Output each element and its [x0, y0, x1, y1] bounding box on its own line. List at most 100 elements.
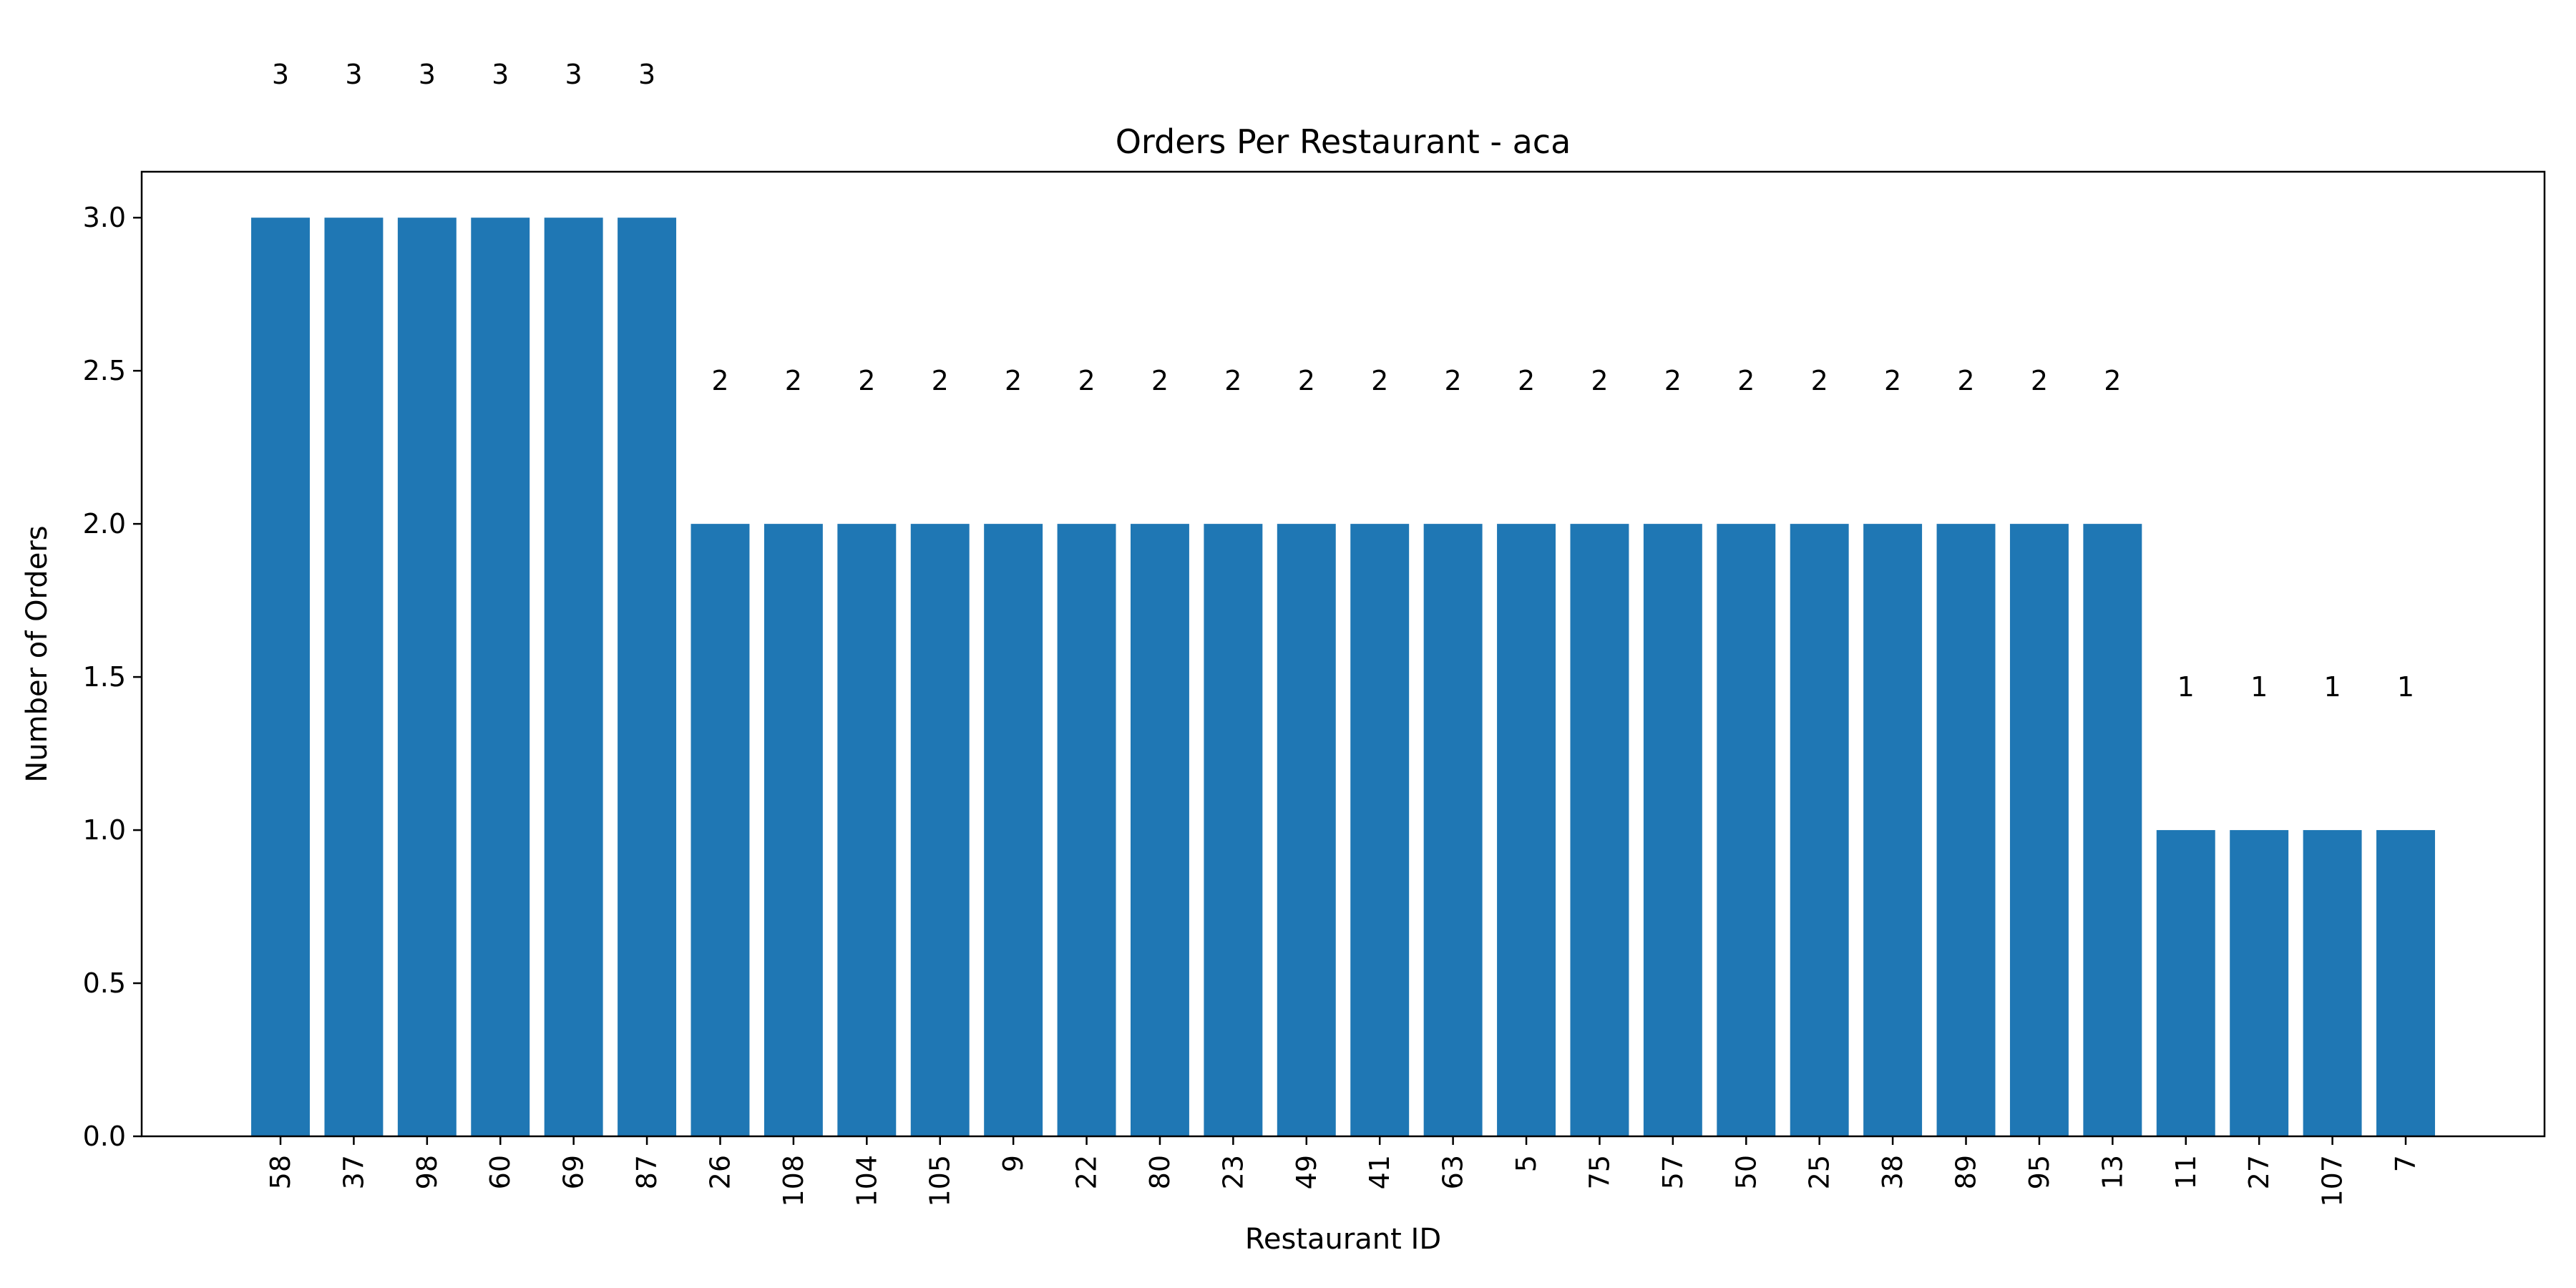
- x-tick-label: 49: [1291, 1155, 1322, 1189]
- x-tick-label: 87: [631, 1155, 663, 1189]
- value-label-41: 2: [1371, 365, 1388, 396]
- bar-13: [2083, 524, 2142, 1136]
- value-label-60: 3: [492, 59, 509, 90]
- y-tick-label: 2.5: [83, 355, 126, 386]
- bar-104: [837, 524, 897, 1136]
- x-tick-label: 89: [1951, 1155, 1982, 1189]
- bar-95: [2009, 524, 2069, 1136]
- bar-107: [2303, 830, 2362, 1136]
- y-tick-label: 0.0: [83, 1121, 126, 1152]
- value-label-27: 1: [2250, 671, 2268, 703]
- bar-7: [2376, 830, 2435, 1136]
- bar-87: [618, 218, 677, 1137]
- x-tick-label: 38: [1877, 1155, 1908, 1189]
- bar-69: [544, 218, 603, 1137]
- bar-50: [1717, 524, 1776, 1136]
- x-tick-label: 104: [851, 1155, 882, 1207]
- x-tick-label: 9: [997, 1155, 1029, 1172]
- x-tick-label: 107: [2317, 1155, 2348, 1207]
- x-tick-label: 80: [1144, 1155, 1176, 1189]
- y-axis: 0.0 0.5 1.0 1.5 2.0 2.5 3.0: [83, 202, 142, 1152]
- value-label-22: 2: [1078, 365, 1095, 396]
- bars-group: [251, 218, 2435, 1137]
- bar-49: [1277, 524, 1336, 1136]
- x-tick-label: 60: [484, 1155, 516, 1189]
- x-axis: 58 37 98 60 69 87 26 108 104 105 9 22 80 23 49 41 63 5 75 5…: [265, 1136, 2421, 1207]
- chart-title: Orders Per Restaurant - aca: [1116, 122, 1571, 161]
- value-label-7: 1: [2397, 671, 2414, 703]
- value-label-104: 2: [858, 365, 875, 396]
- x-tick-label: 7: [2390, 1155, 2421, 1172]
- bar-11: [2156, 830, 2215, 1136]
- bar-22: [1057, 524, 1116, 1136]
- value-labels-group: 3 3 3 3 3 3 2 2 2 2 2 2 2 2 2 2 2 2 2 2 2 2 2 2 2 2 1 1 1 1: [272, 59, 2414, 703]
- x-tick-label: 69: [558, 1155, 590, 1189]
- x-tick-label: 11: [2170, 1155, 2202, 1189]
- value-label-9: 2: [1005, 365, 1022, 396]
- bar-63: [1423, 524, 1483, 1136]
- x-tick-label: 37: [338, 1155, 369, 1189]
- x-tick-label: 105: [924, 1155, 956, 1207]
- bar-5: [1497, 524, 1556, 1136]
- value-label-11: 1: [2177, 671, 2195, 703]
- y-tick-label: 1.0: [83, 814, 126, 846]
- value-label-58: 3: [272, 59, 289, 90]
- x-tick-label: 95: [2024, 1155, 2055, 1189]
- bar-89: [1936, 524, 1996, 1136]
- x-tick-label: 98: [411, 1155, 443, 1189]
- x-tick-label: 58: [265, 1155, 296, 1189]
- x-tick-label: 22: [1071, 1155, 1103, 1189]
- value-label-95: 2: [2031, 365, 2048, 396]
- x-tick-label: 57: [1657, 1155, 1689, 1189]
- value-label-80: 2: [1151, 365, 1169, 396]
- value-label-5: 2: [1518, 365, 1535, 396]
- x-tick-label: 108: [778, 1155, 809, 1207]
- bar-108: [763, 524, 823, 1136]
- value-label-37: 3: [345, 59, 362, 90]
- value-label-25: 2: [1811, 365, 1828, 396]
- y-tick-label: 2.0: [83, 508, 126, 540]
- x-tick-label: 23: [1217, 1155, 1249, 1189]
- x-tick-label: 25: [1804, 1155, 1835, 1189]
- bar-98: [397, 218, 457, 1137]
- bar-58: [251, 218, 310, 1137]
- value-label-87: 3: [638, 59, 655, 90]
- bar-38: [1863, 524, 1923, 1136]
- value-label-108: 2: [785, 365, 802, 396]
- x-axis-title: Restaurant ID: [1245, 1223, 1441, 1256]
- x-tick-label: 27: [2243, 1155, 2275, 1189]
- x-tick-label: 26: [704, 1155, 736, 1189]
- y-tick-label: 3.0: [83, 202, 126, 233]
- bar-80: [1131, 524, 1189, 1136]
- y-tick-label: 0.5: [83, 967, 126, 999]
- x-tick-label: 75: [1584, 1155, 1615, 1189]
- value-label-63: 2: [1445, 365, 1462, 396]
- bar-26: [691, 524, 750, 1136]
- value-label-13: 2: [2104, 365, 2121, 396]
- value-label-50: 2: [1737, 365, 1755, 396]
- bar-9: [984, 524, 1043, 1136]
- bar-37: [324, 218, 384, 1137]
- x-tick-label: 5: [1511, 1155, 1542, 1172]
- bar-23: [1204, 524, 1263, 1136]
- x-tick-label: 41: [1364, 1155, 1395, 1189]
- bar-57: [1643, 524, 1702, 1136]
- value-label-38: 2: [1884, 365, 1901, 396]
- x-tick-label: 13: [2097, 1155, 2128, 1189]
- value-label-57: 2: [1664, 365, 1682, 396]
- value-label-98: 3: [419, 59, 436, 90]
- value-label-89: 2: [1957, 365, 1974, 396]
- value-label-26: 2: [711, 365, 728, 396]
- y-axis-title: Number of Orders: [21, 525, 54, 782]
- value-label-75: 2: [1591, 365, 1608, 396]
- y-tick-label: 1.5: [83, 661, 126, 693]
- value-label-23: 2: [1224, 365, 1241, 396]
- bar-60: [471, 218, 530, 1137]
- bar-25: [1790, 524, 1849, 1136]
- value-label-107: 1: [2323, 671, 2341, 703]
- bar-105: [910, 524, 970, 1136]
- bar-27: [2230, 830, 2289, 1136]
- bar-75: [1570, 524, 1629, 1136]
- value-label-49: 2: [1298, 365, 1315, 396]
